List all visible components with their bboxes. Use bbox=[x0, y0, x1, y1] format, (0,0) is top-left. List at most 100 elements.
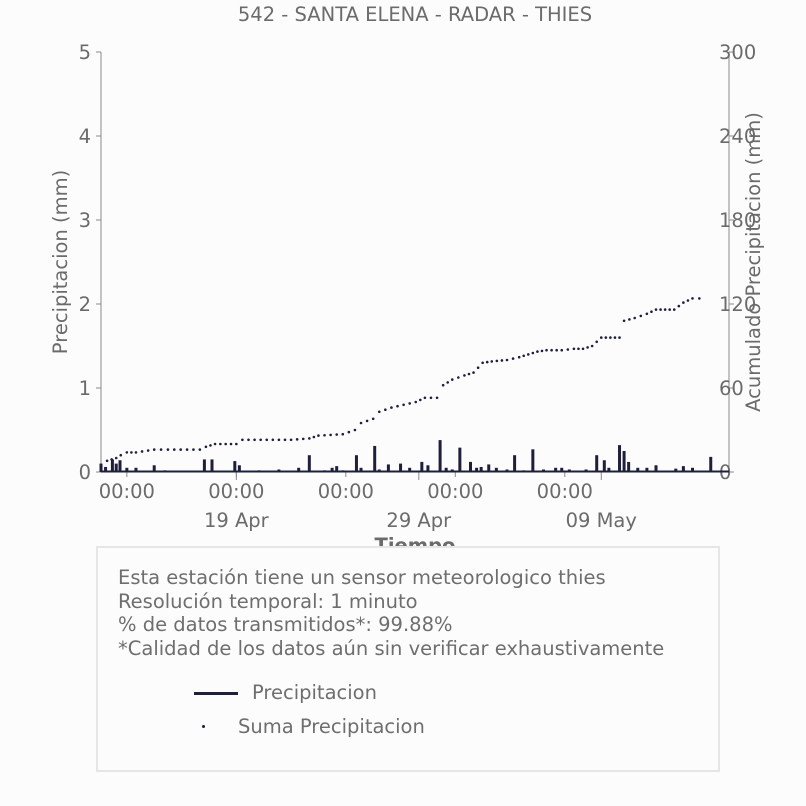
suma-point bbox=[209, 444, 212, 447]
suma-point bbox=[414, 400, 418, 404]
suma-point bbox=[654, 308, 658, 311]
suma-point bbox=[639, 314, 643, 318]
precip-bar bbox=[487, 464, 491, 472]
station-info: Esta estación tiene un sensor meteorolog… bbox=[118, 566, 664, 660]
y2-tick-label: 240 bbox=[719, 125, 756, 148]
suma-point bbox=[390, 406, 393, 409]
suma-point bbox=[540, 349, 544, 353]
suma-point bbox=[301, 437, 305, 441]
precip-bar bbox=[99, 463, 103, 472]
suma-point bbox=[323, 433, 326, 437]
suma-point bbox=[490, 360, 494, 363]
precip-bar bbox=[438, 440, 442, 472]
precip-bar bbox=[560, 467, 564, 472]
suma-point bbox=[531, 351, 535, 355]
suma-point bbox=[476, 366, 480, 370]
precip-bar bbox=[152, 465, 156, 472]
precip-bar bbox=[458, 447, 462, 472]
suma-point bbox=[408, 402, 411, 405]
precip-bar bbox=[691, 467, 695, 472]
precip-bar bbox=[475, 467, 479, 472]
precip-bar bbox=[622, 451, 626, 472]
precip-bar bbox=[618, 445, 622, 472]
suma-point bbox=[105, 459, 109, 463]
suma-point bbox=[229, 442, 233, 446]
x-axis-label: Tiempo bbox=[375, 534, 456, 546]
y2-tick-label: 300 bbox=[719, 41, 756, 64]
x-tick-label-hour: 00:00 bbox=[99, 480, 155, 503]
suma-point bbox=[566, 348, 570, 351]
suma-point bbox=[628, 318, 631, 321]
suma-point bbox=[467, 372, 471, 376]
suma-point bbox=[353, 428, 357, 432]
legend-suma-label: Suma Precipitacion bbox=[238, 715, 425, 738]
suma-point bbox=[419, 398, 422, 402]
plot-area: 01234506012018024030000:0000:0000:0000:0… bbox=[79, 41, 757, 532]
suma-point bbox=[312, 435, 316, 439]
precip-bar bbox=[399, 463, 403, 472]
x-tick-label-date: 29 Apr bbox=[386, 509, 452, 532]
y-tick-label: 1 bbox=[79, 377, 91, 400]
suma-point bbox=[511, 357, 515, 360]
suma-point bbox=[114, 456, 118, 460]
precip-bar bbox=[408, 467, 412, 472]
precip-bar bbox=[297, 467, 301, 472]
precip-bar bbox=[330, 467, 334, 472]
suma-point bbox=[253, 438, 256, 442]
suma-point bbox=[650, 310, 653, 314]
precip-bar bbox=[110, 459, 114, 472]
precipitation-chart: 542 - SANTA ELENA - RADAR - THIES 0 1 2 3 4 5… bbox=[49, 3, 765, 546]
suma-point bbox=[198, 448, 202, 451]
precip-bar bbox=[469, 461, 473, 472]
suma-point bbox=[259, 438, 262, 442]
suma-point bbox=[581, 347, 585, 351]
suma-point bbox=[495, 359, 499, 363]
suma-point bbox=[572, 347, 576, 351]
suma-point bbox=[384, 408, 387, 412]
precip-bar bbox=[373, 445, 377, 472]
suma-point bbox=[371, 417, 375, 421]
suma-point bbox=[505, 358, 509, 362]
precip-bar bbox=[444, 467, 448, 472]
suma-point bbox=[423, 396, 427, 400]
suma-point bbox=[125, 451, 129, 454]
suma-point bbox=[224, 442, 227, 446]
suma-point bbox=[698, 297, 701, 300]
suma-point bbox=[485, 360, 489, 364]
suma-point bbox=[457, 376, 460, 379]
suma-point bbox=[219, 442, 222, 446]
suma-point bbox=[295, 438, 299, 441]
suma-point bbox=[341, 432, 345, 436]
precip-bar bbox=[645, 467, 649, 472]
suma-point bbox=[166, 448, 170, 451]
precip-bar bbox=[426, 465, 430, 472]
suma-point bbox=[618, 336, 621, 339]
x-tick-label-hour: 00:00 bbox=[427, 480, 483, 503]
precip-bar bbox=[359, 467, 363, 472]
y2-tick-label: 180 bbox=[719, 209, 756, 232]
suma-point bbox=[609, 336, 612, 339]
suma-point bbox=[152, 448, 156, 451]
suma-point bbox=[271, 438, 275, 442]
precip-bar bbox=[602, 460, 606, 472]
suma-point bbox=[590, 344, 594, 348]
suma-point bbox=[441, 383, 445, 387]
precip-bar bbox=[354, 455, 358, 472]
suma-point bbox=[283, 438, 287, 442]
precip-bar bbox=[636, 467, 640, 472]
suma-point bbox=[500, 359, 504, 362]
suma-point bbox=[172, 448, 176, 451]
precip-bar bbox=[607, 467, 611, 472]
precip-bar bbox=[554, 467, 558, 472]
x-tick-label-hour: 00:00 bbox=[208, 480, 264, 503]
suma-point bbox=[577, 347, 580, 351]
legend-precipitacion-line bbox=[194, 692, 238, 695]
suma-point bbox=[204, 445, 208, 449]
y2-axis-label: Acumulado Precipitacion (mm) bbox=[742, 112, 765, 412]
info-line-sensor: Esta estación tiene un sensor meteorolog… bbox=[118, 566, 606, 589]
suma-point bbox=[677, 304, 681, 308]
precip-bar bbox=[595, 455, 599, 472]
y2-tick-label: 60 bbox=[719, 377, 744, 400]
suma-point bbox=[110, 458, 113, 461]
precip-bar bbox=[233, 461, 237, 472]
